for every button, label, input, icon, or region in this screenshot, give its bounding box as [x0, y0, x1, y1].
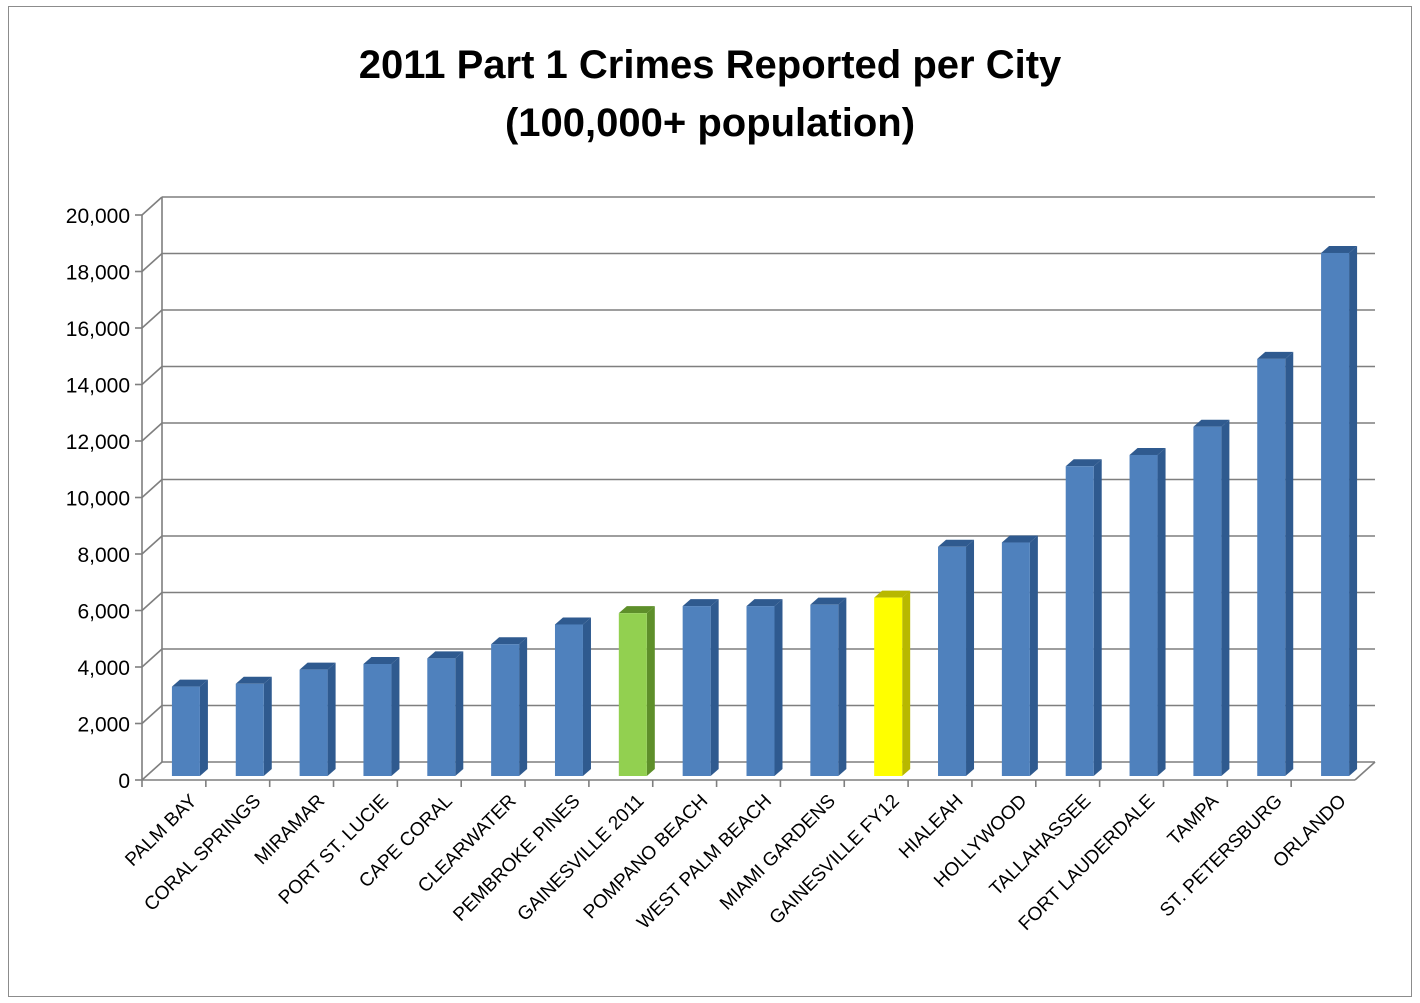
bar: [1321, 245, 1358, 776]
gridline-depth: [141, 591, 163, 612]
bar: [938, 539, 975, 776]
gridline-depth: [141, 478, 163, 499]
bar: [1129, 447, 1166, 776]
floor-right-edge: [1354, 761, 1376, 781]
bar: [299, 662, 336, 776]
x-category-label: TAMPA: [1164, 790, 1223, 849]
gridline-depth: [141, 196, 163, 216]
gridline-depth: [141, 648, 163, 668]
x-category-label: GAINESVILLE 2011: [514, 791, 649, 926]
x-category-label: MIAMI GARDENS: [716, 791, 840, 915]
y-tick-label: 8,000: [77, 544, 130, 567]
y-tick-label: 4,000: [77, 657, 130, 680]
bar: [171, 679, 208, 776]
bar: [874, 590, 911, 776]
bar: [427, 651, 464, 776]
y-tick-label: 14,000: [66, 375, 130, 398]
gridline-depth: [141, 704, 163, 725]
x-category-label: CORAL SPRINGS: [140, 791, 265, 916]
y-tick-label: 2,000: [77, 714, 130, 737]
bar: [746, 599, 783, 776]
gridline-depth: [141, 761, 163, 781]
y-tick-label: 20,000: [66, 205, 130, 228]
bars: [171, 245, 1358, 776]
y-tick-label: 6,000: [77, 601, 130, 624]
chart-subtitle: (100,000+ population): [504, 101, 916, 145]
x-category-label: PEMBROKE PINES: [449, 791, 584, 926]
x-category-label: ST. PETERSBURG: [1156, 791, 1287, 922]
bar: [363, 657, 400, 776]
x-category-label: GAINESVILLE FY12: [766, 791, 904, 929]
y-tick-labels: 0 2,000 4,000 6,000 8,000 10,000 12,000 14,000 1…: [66, 205, 130, 793]
gridline-depth: [141, 535, 163, 555]
bar: [1193, 419, 1230, 776]
chart-frame: [8, 6, 1412, 997]
gridline-depth: [141, 422, 163, 442]
bar: [682, 599, 719, 776]
bar: [554, 617, 591, 776]
bar: [618, 606, 655, 776]
y-tick-label: 10,000: [66, 488, 130, 511]
y-tick-label: 18,000: [66, 262, 130, 285]
y-tick-label: 0: [118, 770, 130, 793]
y-tick-label: 16,000: [66, 318, 130, 341]
gridline-depth: [141, 365, 163, 386]
x-category-label: PORT ST. LUCIE: [275, 791, 393, 909]
x-category-label: POMPANO BEACH: [580, 791, 713, 924]
chart-title: 2011 Part 1 Crimes Reported per City (10…: [0, 36, 1420, 152]
axes: [135, 197, 1376, 787]
bar: [1257, 351, 1294, 776]
bar: [1001, 535, 1038, 776]
bar: [491, 637, 528, 776]
bar: [1065, 459, 1102, 776]
bar: [810, 597, 847, 776]
gridline-depth: [141, 309, 163, 329]
chart-title-line1: 2011 Part 1 Crimes Reported per City: [358, 43, 1062, 87]
gridline-depth: [141, 252, 163, 273]
y-tick-label: 12,000: [66, 431, 130, 454]
bar: [235, 676, 272, 776]
